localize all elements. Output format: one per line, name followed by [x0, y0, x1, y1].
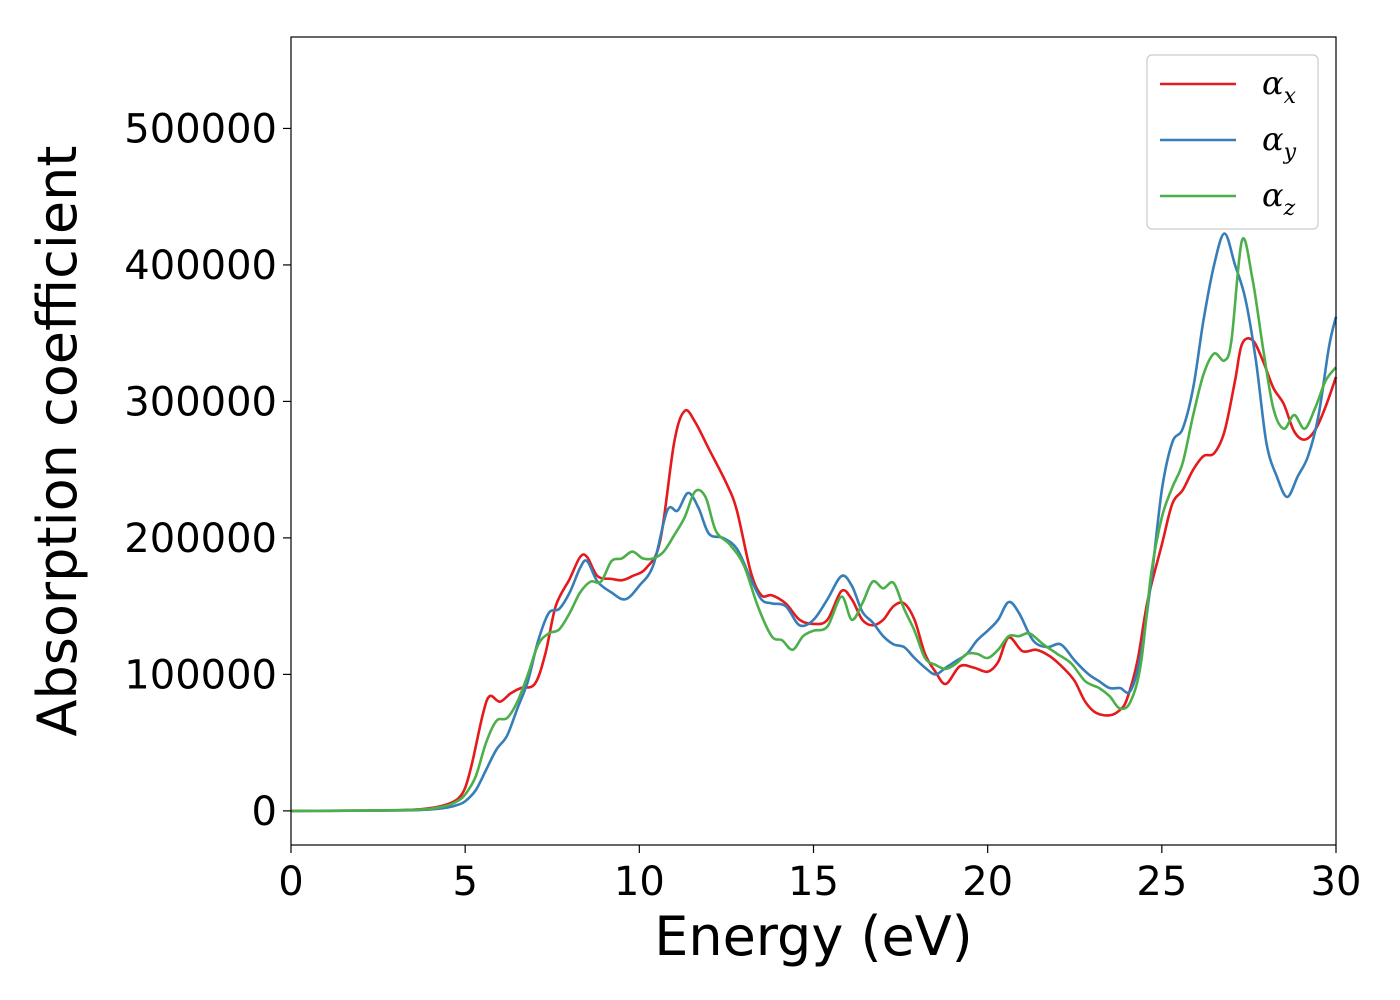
series-line-y [290, 232, 1338, 813]
y-tick-label: 200000 [124, 516, 277, 562]
x-axis-ticks: 0 5 10 15 20 25 30 [278, 845, 1361, 905]
x-tick-label: 30 [1311, 859, 1362, 905]
x-tick-label: 20 [962, 859, 1013, 905]
x-tick-label: 25 [1136, 859, 1187, 905]
x-tick-label: 10 [614, 859, 665, 905]
y-tick-label: 300000 [124, 379, 277, 425]
x-axis-title: Energy (eV) [654, 905, 973, 968]
y-tick-label: 500000 [124, 106, 277, 152]
y-axis-title: Absorption coefficient [26, 146, 89, 737]
x-tick-label: 5 [452, 859, 477, 905]
series-line-z [290, 237, 1338, 813]
x-tick-label: 15 [788, 859, 839, 905]
y-tick-label: 400000 [124, 243, 277, 289]
y-tick-label: 100000 [124, 652, 277, 698]
legend-frame [1146, 54, 1319, 230]
y-axis-ticks: 0 100000 200000 300000 400000 500000 [124, 106, 291, 835]
series-layer [290, 232, 1338, 813]
y-tick-label: 0 [252, 789, 277, 835]
x-tick-label: 0 [278, 859, 303, 905]
